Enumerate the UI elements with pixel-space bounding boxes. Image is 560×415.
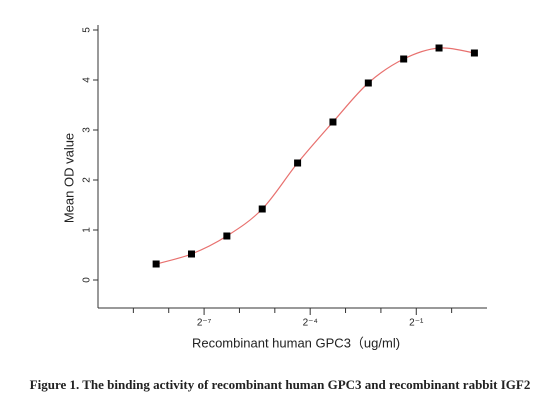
point [400, 55, 408, 63]
y-tick-label: 5 [82, 27, 93, 33]
x-tick-label: 2⁻⁴ [303, 318, 318, 329]
point [187, 250, 195, 258]
fit-curve [155, 47, 475, 265]
point [223, 232, 231, 240]
y-tick-label: 1 [82, 227, 93, 233]
x-axis-label: Recombinant human GPC3（ug/ml) [192, 335, 400, 350]
point [294, 159, 302, 167]
x-tick-label: 2⁻⁷ [197, 318, 212, 329]
y-axis-label: Mean OD value [61, 133, 76, 223]
y-tick-label: 0 [82, 277, 93, 283]
point [435, 44, 443, 52]
y-tick-label: 4 [82, 77, 93, 83]
y-tick-label: 2 [82, 177, 93, 183]
y-tick-label: 3 [82, 127, 93, 133]
point [364, 79, 372, 87]
point [329, 118, 337, 126]
point [152, 260, 160, 268]
x-tick-label: 2⁻¹ [409, 318, 424, 329]
caption: Figure 1. The binding activity of recomb… [30, 377, 531, 392]
point [470, 49, 478, 57]
point [258, 205, 266, 213]
